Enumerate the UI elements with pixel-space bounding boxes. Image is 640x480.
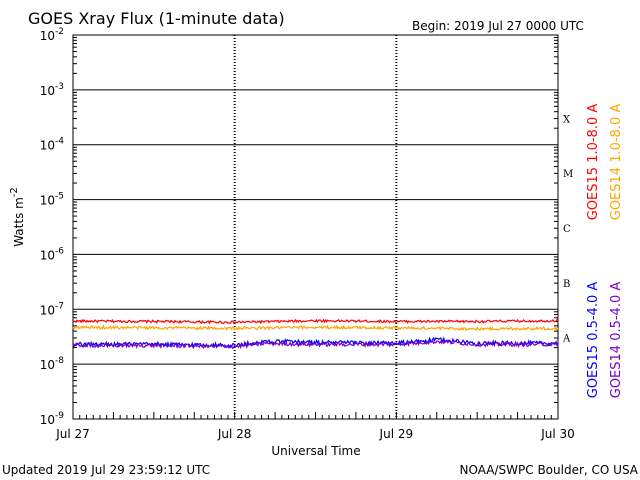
legend-entry: GOES15 0.5-4.0 A xyxy=(586,282,601,399)
y-tick-base: 10 xyxy=(40,413,55,427)
y-tick-exponent: -3 xyxy=(55,82,64,92)
legend-entry: GOES14 1.0-8.0 A xyxy=(609,104,624,221)
flare-class-label: A xyxy=(562,334,571,345)
flare-class-label: M xyxy=(563,169,573,180)
flare-class-label: X xyxy=(563,114,571,125)
y-tick-label: 10-2 xyxy=(40,27,64,43)
y-tick-base: 10 xyxy=(40,29,55,43)
flare-class-label: C xyxy=(563,224,571,235)
y-tick-exponent: -9 xyxy=(55,411,64,421)
legend-entry: GOES15 1.0-8.0 A xyxy=(586,104,601,221)
x-tick-label: Jul 30 xyxy=(540,427,575,441)
y-tick-label: 10-6 xyxy=(40,246,65,262)
y-axis-label-main: Watts m xyxy=(12,197,26,247)
y-tick-label: 10-3 xyxy=(40,82,64,98)
y-tick-label: 10-8 xyxy=(40,356,65,372)
plot-frame xyxy=(72,34,559,420)
y-tick-exponent: -8 xyxy=(55,356,64,366)
y-tick-base: 10 xyxy=(40,139,55,153)
y-tick-label: 10-9 xyxy=(40,411,65,427)
y-tick-base: 10 xyxy=(40,303,55,317)
y-tick-base: 10 xyxy=(40,358,55,372)
y-tick-exponent: -6 xyxy=(55,246,64,256)
begin-time-label: Begin: 2019 Jul 27 0000 UTC xyxy=(412,19,584,33)
y-tick-label: 10-5 xyxy=(40,192,64,208)
updated-timestamp: Updated 2019 Jul 29 23:59:12 UTC xyxy=(2,463,210,477)
y-tick-exponent: -2 xyxy=(55,27,64,37)
series-line xyxy=(72,337,559,350)
x-tick-label: Jul 27 xyxy=(55,427,90,441)
credit-label: NOAA/SWPC Boulder, CO USA xyxy=(460,463,639,477)
y-tick-label: 10-7 xyxy=(40,301,64,317)
x-tick-label: Jul 28 xyxy=(217,427,252,441)
series-line xyxy=(72,318,559,325)
y-axis-label: Watts m-2 xyxy=(9,187,26,247)
y-tick-label: 10-4 xyxy=(40,137,65,153)
y-tick-exponent: -7 xyxy=(55,301,64,311)
y-tick-base: 10 xyxy=(40,194,55,208)
chart-title: GOES Xray Flux (1-minute data) xyxy=(28,9,285,28)
series-line xyxy=(72,324,559,332)
y-tick-exponent: -4 xyxy=(55,137,64,147)
x-tick-label: Jul 29 xyxy=(379,427,414,441)
y-tick-exponent: -5 xyxy=(55,192,64,202)
y-tick-base: 10 xyxy=(40,84,55,98)
y-axis-label-exponent: -2 xyxy=(9,187,20,197)
legend-entry: GOES14 0.5-4.0 A xyxy=(609,282,624,399)
x-axis-label: Universal Time xyxy=(271,444,360,458)
y-tick-base: 10 xyxy=(40,248,55,262)
flare-class-label: B xyxy=(563,279,570,290)
